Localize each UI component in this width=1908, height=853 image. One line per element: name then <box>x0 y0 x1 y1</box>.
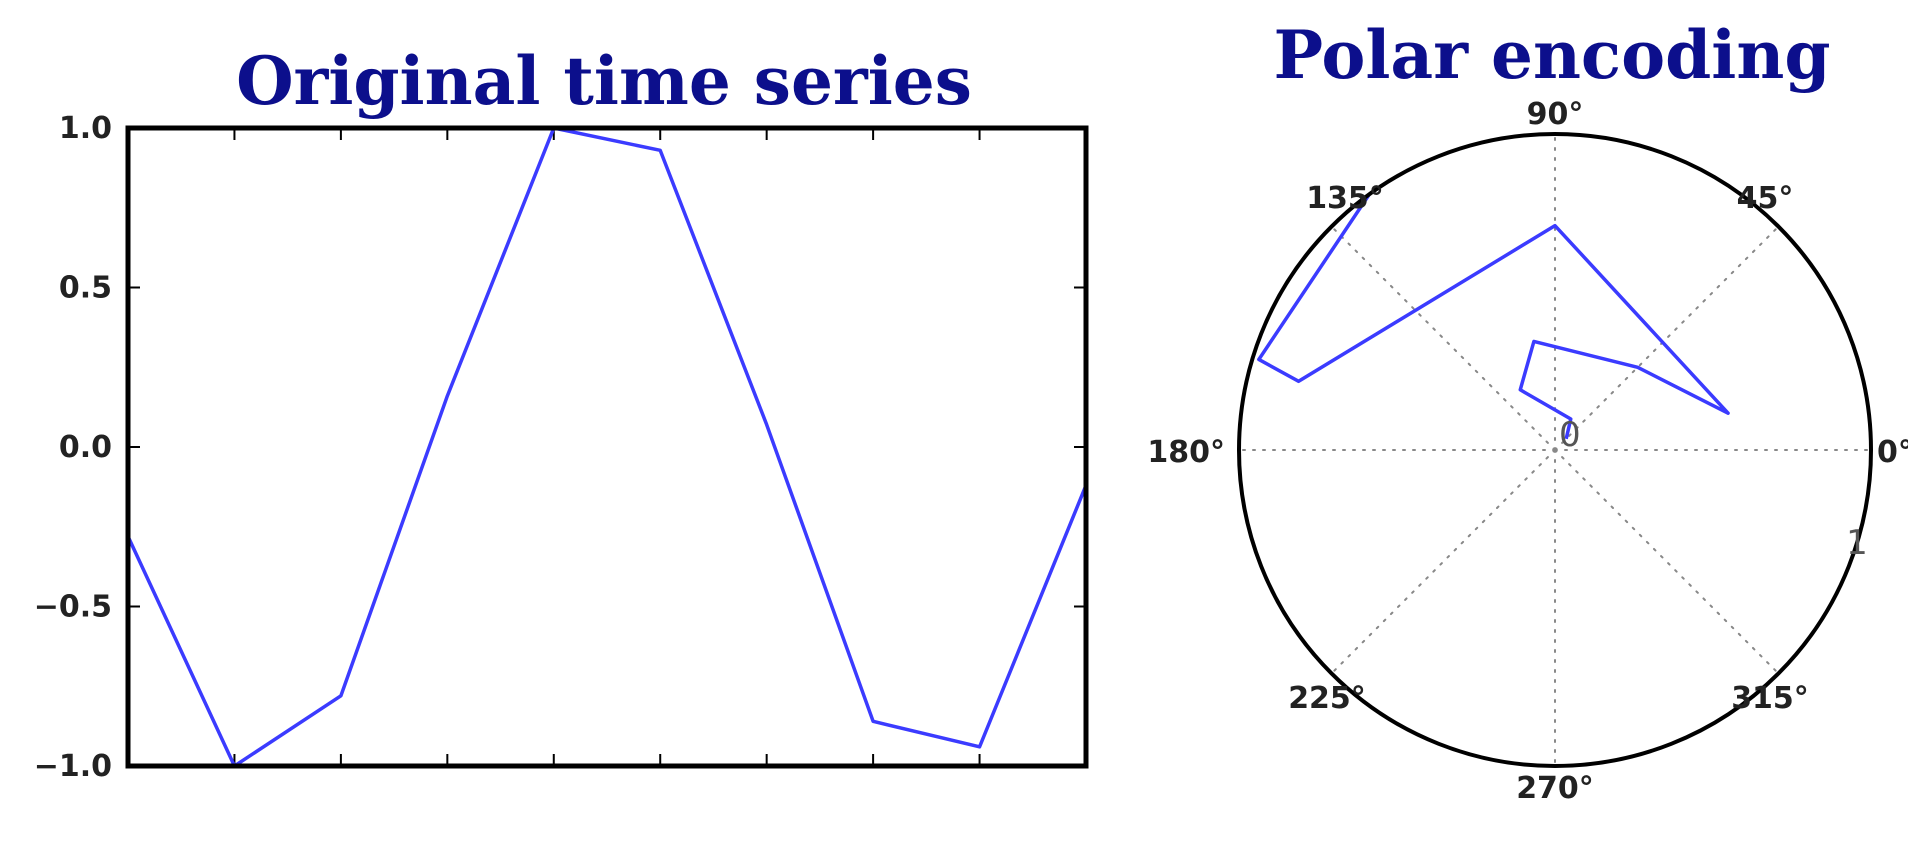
polar-chart-frame <box>1237 132 1873 768</box>
y-tick-label-1: 0.5 <box>59 271 112 306</box>
line-chart-y-tick-labels: 1.0 0.5 0.0 −0.5 −1.0 <box>34 111 112 784</box>
polar-chart-series <box>1257 193 1730 440</box>
polar-spoke-1 <box>1554 225 1780 451</box>
polar-radial-label-1: 1 <box>1846 523 1868 563</box>
y-tick-label-4: −1.0 <box>34 749 112 784</box>
polar-angle-label-1: 45° <box>1737 181 1794 216</box>
line-chart-title: Original time series <box>236 42 972 120</box>
y-tick-label-0: 1.0 <box>59 111 112 146</box>
line-series-0 <box>126 126 1088 768</box>
line-chart-frame <box>125 125 1089 769</box>
polar-spoke-7 <box>1554 449 1780 675</box>
line-chart-tick-marks <box>127 127 1087 767</box>
polar-chart-radial-labels: 01 <box>1559 415 1868 563</box>
polar-angle-label-7: 315° <box>1731 681 1809 716</box>
y-tick-label-2: 0.0 <box>59 430 112 465</box>
y-tick-label-3: −0.5 <box>34 590 112 625</box>
polar-angle-label-0: 0° <box>1877 435 1908 470</box>
polar-chart-angle-labels: 0° 45° 90° 135° 180° 225° 270° 315° <box>1147 97 1908 806</box>
polar-angle-label-6: 270° <box>1516 771 1594 806</box>
polar-chart-title: Polar encoding <box>1273 16 1830 94</box>
polar-angle-label-3: 135° <box>1306 181 1384 216</box>
polar-spoke-5 <box>1330 449 1556 675</box>
polar-angle-label-2: 90° <box>1527 97 1584 132</box>
polar-angle-label-5: 225° <box>1288 681 1366 716</box>
polar-radial-label-0: 0 <box>1559 415 1581 455</box>
polar-angle-label-4: 180° <box>1147 435 1225 470</box>
line-chart-series <box>126 126 1088 768</box>
polar-series-0 <box>1257 193 1730 440</box>
polar-chart-grid <box>1238 133 1872 767</box>
polar-spoke-3 <box>1330 225 1556 451</box>
